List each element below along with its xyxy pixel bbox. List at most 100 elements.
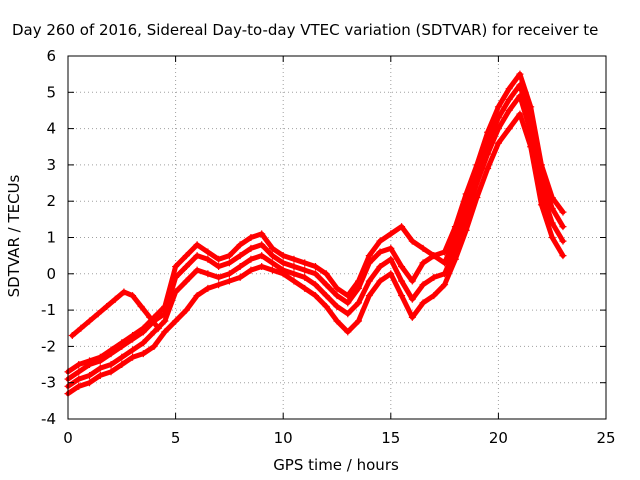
data-point-marker [419, 259, 427, 267]
x-axis-label: GPS time / hours [273, 456, 399, 474]
data-point-marker [172, 317, 180, 325]
x-tick-label: 5 [171, 429, 181, 447]
data-point-marker [516, 92, 524, 100]
data-point-marker [290, 263, 298, 271]
series-4 [64, 110, 567, 398]
data-point-marker [120, 288, 128, 296]
data-point-marker [322, 270, 330, 278]
data-point-marker [494, 103, 502, 111]
data-point-marker [441, 281, 449, 289]
data-point-marker [193, 292, 201, 300]
y-tick-label: -2 [41, 337, 56, 355]
data-point-marker [111, 295, 119, 303]
x-tick-label: 25 [596, 429, 615, 447]
data-point-marker [204, 270, 212, 278]
x-tick-label: 10 [274, 429, 293, 447]
y-axis-label: SDTVAR / TECUs [5, 174, 23, 297]
x-tick-label: 15 [381, 429, 400, 447]
data-point-marker [290, 270, 298, 278]
data-point-marker [161, 328, 169, 336]
data-point-marker [236, 273, 244, 281]
series-2 [64, 81, 567, 383]
data-point-marker [258, 263, 266, 271]
data-point-marker [129, 353, 137, 361]
data-point-marker [258, 241, 266, 249]
data-point-marker [172, 273, 180, 281]
data-point-marker [301, 259, 309, 267]
data-point-marker [322, 302, 330, 310]
data-point-marker [311, 263, 319, 271]
data-point-marker [365, 259, 373, 267]
axis-ticks: 0 5 10 15 20 25 -4 -3 -2 -1 0 1 2 3 4 5 6 [41, 47, 616, 447]
y-tick-label: 6 [46, 47, 56, 65]
data-point-marker [376, 277, 384, 285]
data-points [64, 70, 567, 398]
data-point-marker [516, 81, 524, 89]
data-point-marker [322, 281, 330, 289]
data-point-marker [398, 263, 406, 271]
data-point-marker [236, 263, 244, 271]
data-point-marker [333, 292, 341, 300]
x-tick-label: 0 [63, 429, 73, 447]
data-point-marker [548, 234, 556, 241]
data-point-marker [129, 292, 137, 300]
data-point-marker [86, 317, 94, 325]
data-point-marker [129, 346, 137, 354]
data-point-marker [182, 277, 190, 285]
data-point-marker [258, 252, 266, 260]
data-point-marker [193, 252, 201, 260]
data-point-marker [408, 277, 416, 285]
data-point-marker [204, 255, 212, 263]
series-1 [64, 70, 567, 376]
y-tick-label: -1 [41, 301, 56, 319]
data-point-marker [225, 270, 233, 278]
data-point-marker [247, 244, 255, 252]
data-point-marker [376, 263, 384, 271]
y-tick-label: 5 [46, 83, 56, 101]
data-point-marker [161, 317, 169, 325]
data-point-marker [139, 328, 147, 336]
data-point-marker [172, 288, 180, 296]
data-point-marker [559, 252, 567, 260]
data-point-marker [408, 295, 416, 303]
data-point-marker [505, 125, 513, 133]
data-point-marker [146, 313, 154, 321]
data-point-marker [430, 292, 438, 300]
data-point-marker [290, 277, 298, 285]
data-point-marker [150, 342, 158, 350]
data-point-marker [537, 201, 545, 209]
data-point-marker [387, 255, 395, 263]
data-point-marker [215, 263, 223, 271]
data-point-marker [527, 143, 535, 151]
data-point-marker [75, 361, 83, 369]
series-5 [68, 288, 162, 340]
data-point-marker [419, 281, 427, 289]
y-tick-label: 4 [46, 120, 56, 138]
data-point-marker [279, 252, 287, 260]
data-point-marker [107, 368, 115, 376]
data-point-marker [247, 234, 255, 241]
data-point-marker [258, 230, 266, 238]
data-point-marker [419, 299, 427, 307]
data-point-marker [387, 270, 395, 278]
data-point-marker [86, 361, 94, 369]
data-point-marker [215, 281, 223, 289]
data-point-marker [355, 284, 363, 292]
data-point-marker [215, 255, 223, 263]
data-point-marker [96, 357, 104, 365]
data-point-marker [118, 361, 126, 369]
y-tick-label: 2 [46, 192, 56, 210]
data-point-marker [311, 292, 319, 300]
data-point-marker [333, 284, 341, 292]
data-point-marker [419, 244, 427, 252]
data-point-marker [268, 266, 276, 274]
data-point-marker [193, 241, 201, 249]
data-point-marker [559, 223, 567, 231]
data-point-marker [150, 328, 158, 336]
data-point-marker [376, 237, 384, 245]
data-point-marker [494, 125, 502, 133]
data-point-marker [107, 361, 115, 369]
data-point-marker [398, 223, 406, 231]
y-tick-label: -4 [41, 410, 56, 428]
